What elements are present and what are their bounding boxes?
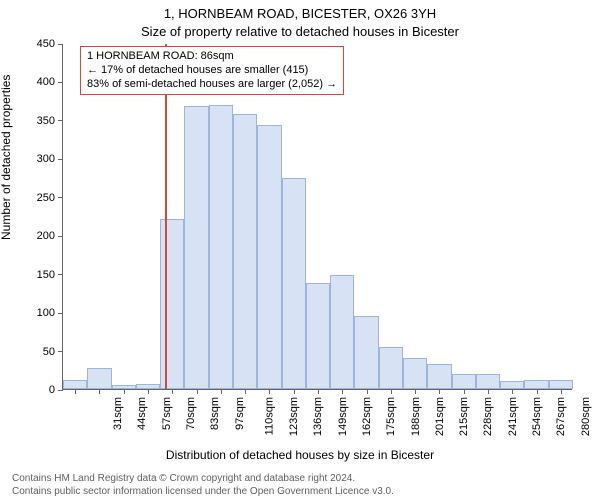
y-tick-label: 50 [43,346,55,358]
y-tick [58,82,63,83]
histogram-bar [330,275,354,389]
y-tick [58,274,63,275]
y-tick [58,313,63,314]
y-tick [58,236,63,237]
histogram-bar [306,283,330,389]
x-tick [391,389,392,394]
y-tick [58,390,63,391]
x-tick [512,389,513,394]
histogram-bar [427,364,451,389]
x-axis-label: Distribution of detached houses by size … [0,448,600,462]
y-tick [58,44,63,45]
x-tick [537,389,538,394]
x-tick [342,389,343,394]
x-tick-label: 44sqm [136,397,148,430]
x-tick [124,389,125,394]
x-tick-label: 70sqm [185,397,197,430]
histogram-bar [233,114,257,389]
x-tick [367,389,368,394]
x-tick-label: 31sqm [112,397,124,430]
histogram-bar [282,178,306,389]
x-tick [221,389,222,394]
y-tick-label: 350 [37,115,55,127]
histogram-bar [476,374,500,389]
y-tick [58,197,63,198]
histogram-bar [524,380,548,389]
x-tick [318,389,319,394]
footer-line2: Contains public sector information licen… [12,486,394,497]
x-tick [415,389,416,394]
histogram-bar [500,381,524,389]
histogram-bar [184,106,208,389]
y-tick-label: 400 [37,76,55,88]
x-tick [172,389,173,394]
x-tick [294,389,295,394]
histogram-bar [452,374,476,389]
y-tick-label: 450 [37,38,55,50]
histogram-bar [549,380,573,389]
annotation-line: ← 17% of detached houses are smaller (41… [87,64,337,78]
x-tick-label: 267sqm [555,397,567,436]
x-tick-label: 136sqm [313,397,325,436]
annotation-line: 83% of semi-detached houses are larger (… [87,78,337,92]
x-tick-label: 149sqm [337,397,349,436]
annotation-box: 1 HORNBEAM ROAD: 86sqm← 17% of detached … [80,46,344,95]
x-tick-label: 241sqm [507,397,519,436]
y-tick-label: 100 [37,307,55,319]
x-tick [99,389,100,394]
histogram-bar [160,219,184,389]
x-tick [488,389,489,394]
footer-line1: Contains HM Land Registry data © Crown c… [12,473,355,484]
y-tick-label: 150 [37,269,55,281]
x-tick-label: 280sqm [580,397,592,436]
x-tick [245,389,246,394]
histogram-bar [257,125,281,389]
histogram-bar [354,316,378,389]
histogram-bar [403,358,427,389]
x-tick-label: 188sqm [410,397,422,436]
x-tick-label: 228sqm [483,397,495,436]
y-tick [58,120,63,121]
x-tick-label: 215sqm [458,397,470,436]
histogram-bar [379,347,403,389]
y-tick [58,351,63,352]
x-tick-label: 110sqm [263,397,275,435]
y-tick [58,159,63,160]
x-tick [148,389,149,394]
y-tick-label: 200 [37,230,55,242]
y-axis-label: Number of detached properties [0,75,13,240]
histogram-plot: 05010015020025030035040045031sqm44sqm57s… [62,44,572,390]
x-tick-label: 175sqm [385,397,397,436]
property-marker-line [165,44,167,389]
page-title-line2: Size of property relative to detached ho… [0,24,600,39]
y-tick-label: 250 [37,192,55,204]
y-tick-label: 300 [37,153,55,165]
histogram-bar [209,105,233,389]
x-tick [439,389,440,394]
y-tick-label: 0 [49,384,55,396]
x-tick-label: 201sqm [434,397,446,436]
page-title-line1: 1, HORNBEAM ROAD, BICESTER, OX26 3YH [0,6,600,21]
annotation-line: 1 HORNBEAM ROAD: 86sqm [87,50,337,64]
histogram-bar [87,368,111,389]
x-tick [269,389,270,394]
x-tick-label: 162sqm [361,397,373,436]
x-tick-label: 83sqm [209,397,221,430]
x-tick [75,389,76,394]
x-tick-label: 254sqm [531,397,543,436]
x-tick-label: 97sqm [234,397,246,430]
x-tick-label: 57sqm [161,397,173,430]
histogram-bar [63,380,87,389]
x-tick [561,389,562,394]
x-tick-label: 123sqm [288,397,300,436]
x-tick [464,389,465,394]
x-tick [197,389,198,394]
